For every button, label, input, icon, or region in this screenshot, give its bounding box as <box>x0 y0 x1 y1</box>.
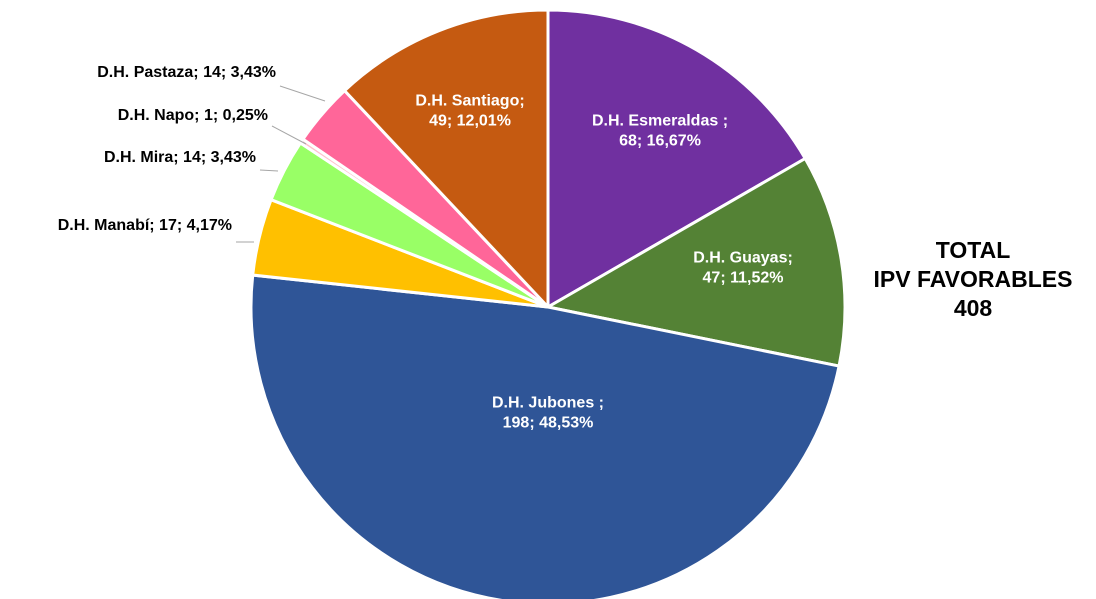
data-label-santiago: D.H. Santiago; 49; 12,01% <box>415 93 524 130</box>
data-label-guayas: D.H. Guayas; 47; 11,52% <box>693 250 793 287</box>
data-label-esmeraldas: D.H. Esmeraldas ; 68; 16,67% <box>592 113 728 150</box>
leader-line <box>279 85 326 102</box>
total-value: 408 <box>953 295 993 321</box>
pie-slice-santiago <box>343 8 550 309</box>
total-annotation: TOTAL IPV FAVORABLES 408 <box>848 236 1096 323</box>
data-label-napo: D.H. Napo; 1; 0,25% <box>118 107 268 124</box>
pie-slice-guayas <box>546 157 847 368</box>
leader-line <box>271 125 307 145</box>
total-label: TOTAL <box>935 237 1011 263</box>
data-label-manab-: D.H. Manabí; 17; 4,17% <box>58 217 232 234</box>
pie-slice-jubones <box>249 273 841 599</box>
pie-slice-esmeraldas <box>546 8 807 309</box>
data-label-mira: D.H. Mira; 14; 3,43% <box>104 149 256 166</box>
leader-line <box>259 169 279 172</box>
total-subtitle: IPV FAVORABLES <box>873 266 1073 292</box>
data-label-pastaza: D.H. Pastaza; 14; 3,43% <box>97 64 276 81</box>
data-label-jubones: D.H. Jubones ; 198; 48,53% <box>492 395 604 432</box>
